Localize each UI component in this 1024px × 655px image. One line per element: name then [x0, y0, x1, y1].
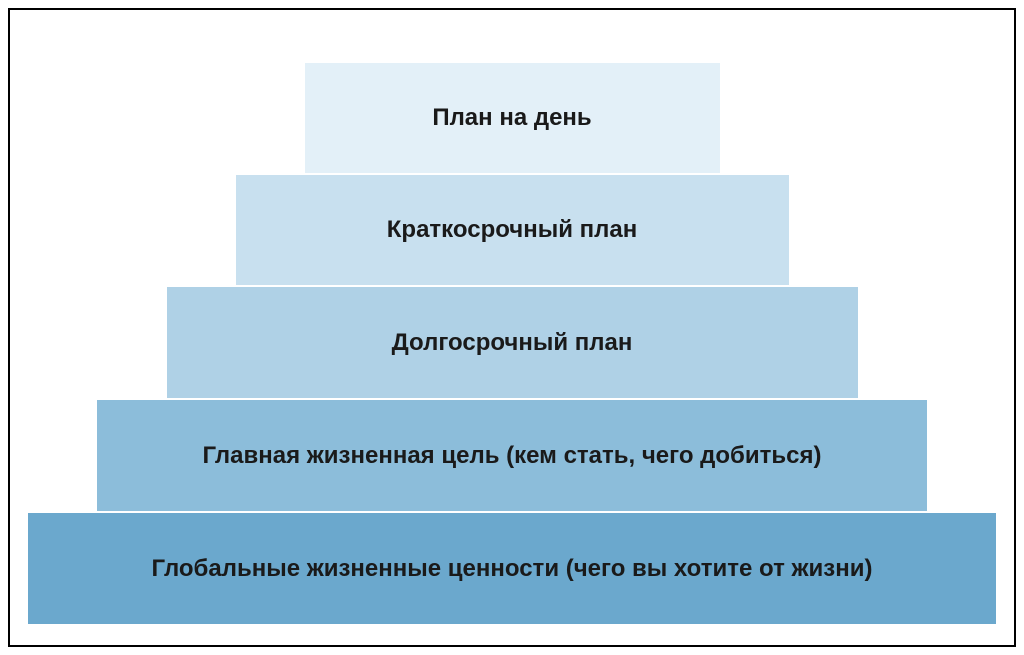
pyramid-level-1: Краткосрочный план — [235, 174, 790, 286]
pyramid-level-0: План на день — [304, 62, 721, 174]
pyramid-level-label: Краткосрочный план — [387, 216, 637, 244]
pyramid-level-label: План на день — [432, 104, 591, 132]
diagram-frame: План на день Краткосрочный план Долгосро… — [8, 8, 1016, 647]
pyramid-level-label: Главная жизненная цель (кем стать, чего … — [203, 442, 822, 470]
pyramid-level-2: Долгосрочный план — [166, 286, 859, 399]
pyramid-level-3: Главная жизненная цель (кем стать, чего … — [96, 399, 928, 512]
pyramid-container: План на день Краткосрочный план Долгосро… — [10, 62, 1014, 625]
pyramid-level-4: Глобальные жизненные ценности (чего вы х… — [27, 512, 997, 625]
pyramid-level-label: Долгосрочный план — [392, 329, 633, 357]
pyramid-level-label: Глобальные жизненные ценности (чего вы х… — [152, 555, 873, 583]
